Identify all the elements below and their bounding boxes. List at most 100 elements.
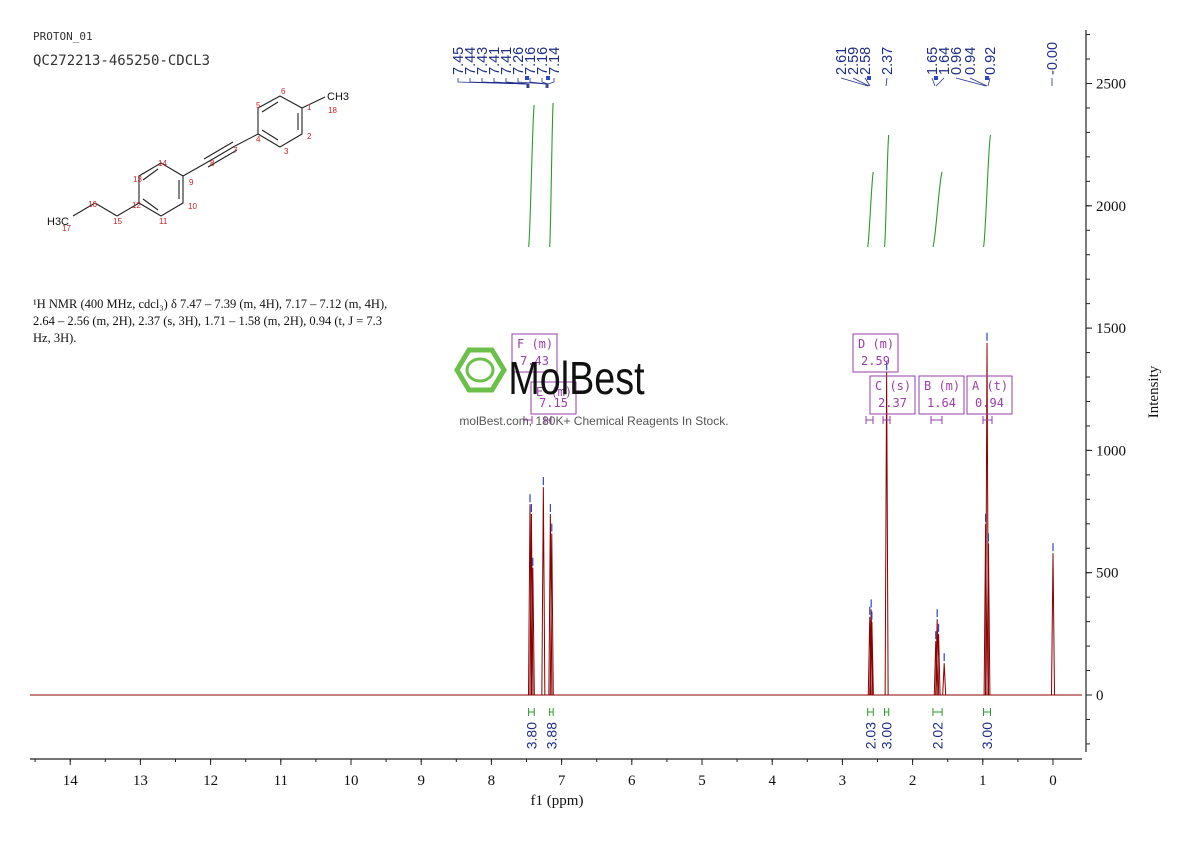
integral-value: 2.02 (930, 722, 946, 749)
atom-number-11: 11 (159, 217, 168, 226)
multiplet-box-d (852, 333, 899, 373)
peak-labels: 7.457.447.437.417.417.267.167.167.14 2.61… (451, 42, 1061, 88)
x-tick-label: 0 (1049, 773, 1057, 789)
x-tick-label: 10 (344, 773, 359, 789)
atom-number-17: 17 (62, 224, 71, 233)
multiplet-title: A (t) (972, 379, 1008, 393)
peak-label-leader (969, 77, 988, 87)
description-line-3: Hz, 3H). (33, 331, 77, 345)
sample-name: QC272213-465250-CDCL3 (33, 53, 211, 69)
x-tick-label: 6 (628, 773, 636, 789)
x-tick-label: 3 (839, 773, 847, 789)
peak-label: 2.59 (846, 47, 862, 75)
spectrum-peak (530, 567, 535, 696)
peak-label-leader (547, 78, 555, 88)
nmr-description: ¹H NMR (400 MHz, cdcl₃) δ 7.47 – 7.39 (m… (33, 296, 433, 347)
x-tick-label: 8 (488, 773, 496, 789)
atom-number-15: 15 (113, 217, 122, 226)
integral-curves (528, 102, 992, 716)
peak-label-marker (525, 76, 529, 80)
peak-label-leader (840, 77, 869, 87)
integral-curve (549, 102, 554, 248)
peak-label-leader (505, 78, 530, 88)
peak-label: 1.64 (937, 47, 953, 75)
x-axis-label: f1 (ppm) (531, 793, 584, 809)
y-tick-label: 500 (1096, 566, 1119, 582)
benzene-ring-a (257, 95, 303, 148)
molbest-logo-icon (454, 347, 507, 393)
ring-b-double-bond-3 (142, 198, 159, 211)
spectrum-peak (884, 372, 889, 696)
peak-label: 2.37 (880, 47, 896, 75)
peak-label: 7.45 (451, 47, 467, 75)
spectrum-peak (548, 513, 553, 696)
peak-label-marker (985, 76, 989, 80)
bond-15-16 (94, 202, 118, 217)
y-tick-label: 2000 (1096, 199, 1126, 215)
x-tick-label: 9 (417, 773, 425, 789)
multiplet-title: D (m) (858, 337, 894, 351)
ring-a-double-bond-1 (261, 101, 279, 113)
y-tick-label: 1000 (1096, 443, 1126, 459)
peak-label: 7.16 (535, 47, 551, 75)
x-tick-label: 5 (698, 773, 706, 789)
peak-label: 0.92 (983, 47, 999, 75)
multiplet-title: E (m) (536, 385, 572, 399)
h3c-label: H3C (47, 216, 69, 228)
spectrum-peak (936, 633, 941, 696)
peak-label-leader (517, 78, 547, 88)
spectrum-peak (869, 609, 874, 696)
atom-number-14: 14 (158, 159, 167, 168)
peak-label-leader (529, 78, 548, 88)
spectrum-peak (933, 641, 938, 696)
x-tick-label: 2 (909, 773, 917, 789)
peak-label-leader (852, 77, 870, 87)
spectrum-peak (549, 533, 554, 696)
multiplet-box-c (869, 375, 916, 415)
x-tick-label: 14 (63, 773, 79, 789)
peak-label: 1.65 (925, 47, 941, 75)
y-tick-label: 1500 (1096, 321, 1126, 337)
multiplet-shift: 7.43 (520, 354, 549, 368)
spectrum-peak (986, 543, 991, 696)
spectrum-peak (983, 523, 988, 696)
multiplet-title: B (m) (924, 379, 960, 393)
y-tick-label: 0 (1096, 688, 1104, 704)
atom-number-3: 3 (284, 147, 289, 156)
description-line-1: ¹H NMR (400 MHz, cdcl₃) δ 7.47 – 7.39 (m… (33, 297, 388, 311)
peak-label-marker (546, 76, 550, 80)
integral-value: 3.88 (543, 722, 559, 749)
integral-value: 3.00 (879, 722, 895, 749)
y-tick-label: 2500 (1096, 77, 1126, 93)
ring-b-double-bond-2 (142, 168, 159, 181)
peak-label: 7.16 (523, 47, 539, 75)
spectrum-peak (942, 663, 947, 696)
description-line-2: 2.64 – 2.56 (m, 2H), 2.37 (s, 3H), 1.71 … (33, 314, 383, 328)
atom-number-5: 5 (256, 101, 261, 110)
peak-label-marker (867, 76, 871, 80)
multiplet-shift: 7.15 (539, 396, 568, 410)
peak-label: 0.96 (949, 47, 965, 75)
atom-number-12: 12 (132, 201, 141, 210)
x-tick-label: 13 (133, 773, 148, 789)
bond-16-17 (72, 202, 96, 217)
y-axis-label: Intensity (1146, 365, 1162, 418)
spectrum-peak (869, 621, 874, 696)
peak-label-leader (931, 77, 936, 87)
integral-curve (883, 134, 890, 248)
integral-curve (982, 134, 992, 248)
peak-label: 7.26 (511, 47, 527, 75)
triple-bond-c (207, 149, 238, 168)
x-tick-label: 4 (768, 773, 776, 789)
peak-label: 7.41 (499, 47, 515, 75)
x-tick-label: 12 (203, 773, 218, 789)
atom-number-18: 18 (328, 106, 337, 115)
molbest-logo-ring (465, 357, 495, 383)
multiplet-title: C (s) (875, 379, 911, 393)
atom-number-16: 16 (88, 200, 97, 209)
multiplet-boxes: F (m) 7.43 E (m)7.15 D (m) 2.59 C (s) 2.37 B (m… (511, 333, 1013, 424)
peak-label: 0.94 (963, 47, 979, 75)
